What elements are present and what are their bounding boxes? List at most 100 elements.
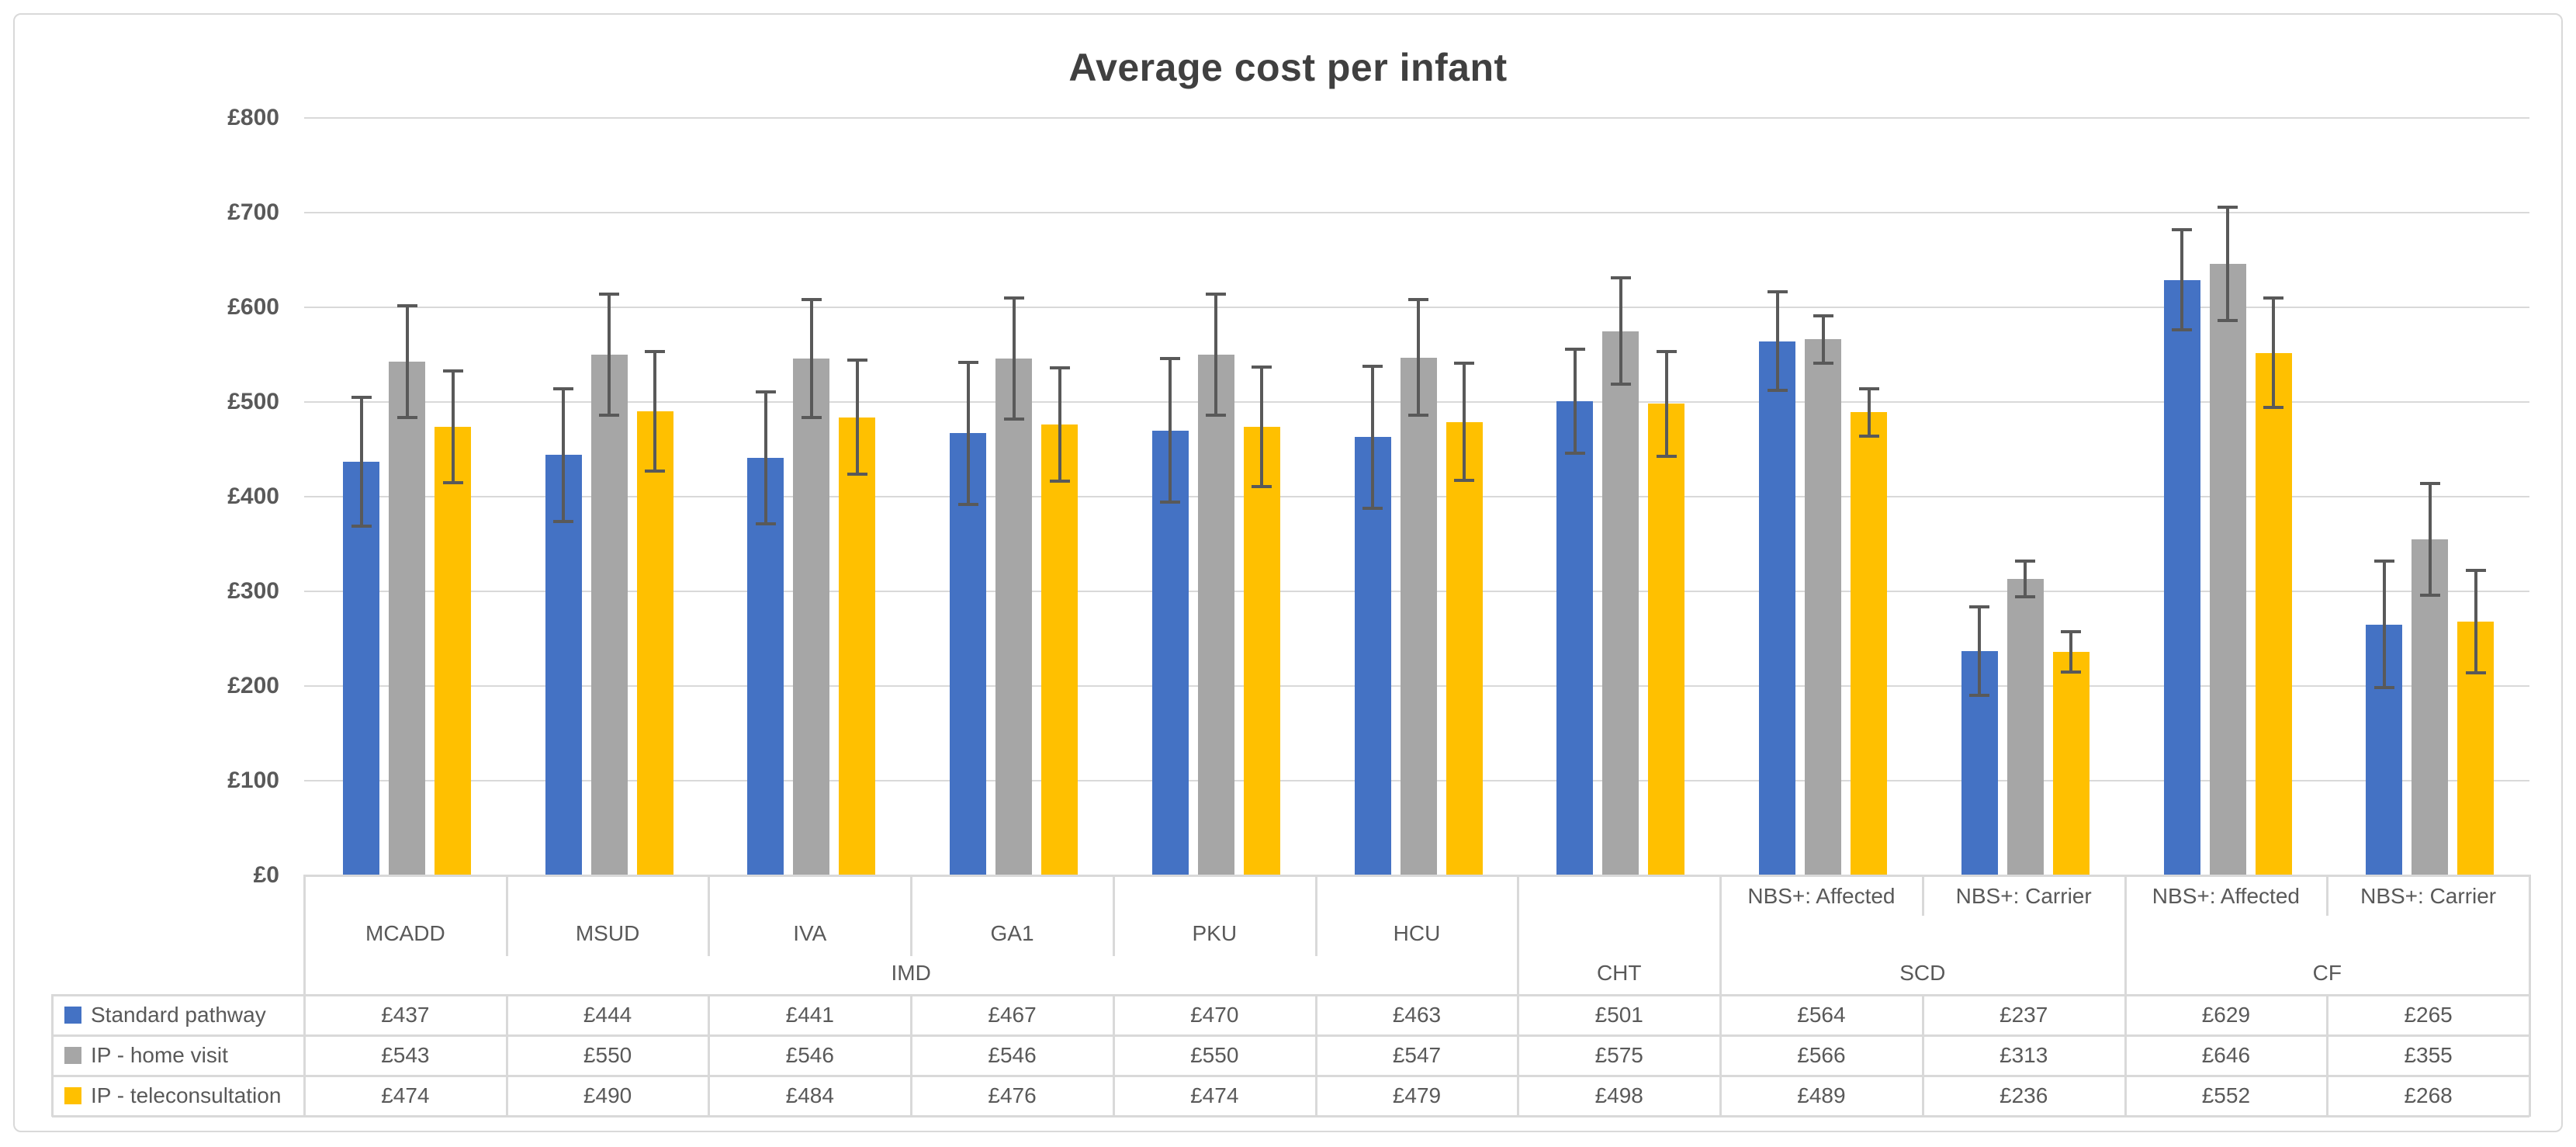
table-group-border [303,875,306,1117]
error-bar-cap-top [442,369,463,373]
error-bar [1978,606,1982,696]
error-bar [2428,483,2432,595]
error-bar [966,362,970,504]
error-bar-cap-bottom [1813,361,1833,365]
y-axis-tick-label: £400 [227,483,279,509]
table-group-border [2529,875,2531,1117]
bar [747,457,784,875]
table-cell: £629 [2201,1003,2251,1027]
legend-label: Standard pathway [91,1003,266,1027]
error-bar-cap-bottom [1656,454,1677,458]
error-bar-cap-top [801,298,822,302]
error-bar-cap-bottom [1206,414,1227,418]
bar [343,461,379,875]
error-bar-cap-bottom [1049,480,1070,483]
bar [2052,652,2090,875]
legend-key-swatch [64,1087,81,1104]
table-cell: £463 [1392,1003,1442,1027]
error-bar-cap-bottom [442,480,463,484]
error-bar-cap-top [1362,364,1383,368]
y-axis-tick-label: £700 [227,199,279,225]
category-label: NBS+: Affected [2152,884,2300,908]
bar [1446,421,1483,875]
y-axis-tick-label: £300 [227,578,279,604]
table-cell: £564 [1797,1003,1846,1027]
table-cell: £236 [2000,1083,2048,1107]
bar [590,355,628,875]
table-cell: £313 [2000,1043,2048,1067]
error-bar [1867,388,1871,436]
error-bar [763,391,767,525]
table-column-border [708,995,711,1116]
error-bar-cap-bottom [1362,506,1383,510]
bar [435,426,471,875]
error-bar [562,388,566,522]
category-label: GA1 [990,921,1034,945]
table-cell: £566 [1797,1043,1846,1067]
error-bar-cap-bottom [2263,406,2284,410]
legend-label: IP - teleconsultation [91,1083,282,1107]
table-cell: £479 [1392,1083,1442,1107]
error-bar-cap-bottom [801,415,822,419]
error-bar-cap-bottom [1252,484,1272,488]
bar [1805,339,1842,875]
error-bar-cap-bottom [755,522,776,526]
table-cell: £501 [1594,1003,1643,1027]
error-bar [2226,206,2230,321]
error-bar-cap-top [2419,481,2440,485]
category-label: NBS+: Carrier [1955,884,2092,908]
gridline-700 [304,212,2529,213]
category-label: MCADD [365,921,445,945]
error-bar-cap-bottom [1610,382,1631,386]
header-subdivider [910,875,913,956]
y-axis-tick-label: £200 [227,673,279,698]
legend-row-2: IP - teleconsultation [52,1076,304,1116]
y-axis-tick-label: £0 [253,862,279,888]
error-bar-cap-top [1454,361,1475,365]
error-bar [2024,560,2027,598]
error-bar-cap-top [1160,356,1181,360]
error-bar-cap-bottom [2172,328,2193,332]
bar [389,361,425,875]
error-bar [1260,366,1264,487]
bar [1041,424,1079,875]
bar [1151,430,1189,875]
bar [1243,426,1280,875]
error-bar [2069,632,2073,672]
header-subdivider [708,875,711,956]
error-bar-cap-top [1003,296,1024,300]
y-axis-tick-label: £100 [227,768,279,793]
error-bar-cap-top [957,360,978,364]
error-bar-cap-bottom [1454,479,1475,483]
error-bar [653,352,657,472]
table-cell: £498 [1594,1083,1643,1107]
category-label: NBS+: Carrier [2360,884,2497,908]
table-cell: £355 [2404,1043,2453,1067]
table-column-border [1921,995,1924,1116]
error-bar-cap-top [1813,314,1833,317]
table-group-border [1719,875,1723,1117]
error-bar-cap-top [2061,630,2082,634]
bar [1759,341,1796,875]
error-bar-cap-bottom [1564,451,1585,455]
error-bar-cap-bottom [957,502,978,506]
legend-row-0: Standard pathway [52,995,304,1035]
table-cell: £268 [2404,1083,2453,1107]
error-bar-cap-top [2015,559,2036,563]
y-axis-tick-label: £500 [227,389,279,414]
error-bar-cap-top [351,395,372,399]
error-bar-cap-bottom [351,524,372,528]
bar [1400,357,1437,875]
error-bar-cap-bottom [2419,593,2440,597]
error-bar-cap-top [2465,569,2486,573]
error-bar-cap-top [2373,559,2394,563]
bar [839,417,876,875]
table-cell: £489 [1797,1083,1846,1107]
group-label: CHT [1596,961,1642,985]
bar [793,358,830,875]
error-bar-cap-bottom [847,472,867,476]
error-bar-cap-bottom [645,470,666,473]
header-subdivider [1314,875,1317,956]
error-bar [1169,358,1172,503]
